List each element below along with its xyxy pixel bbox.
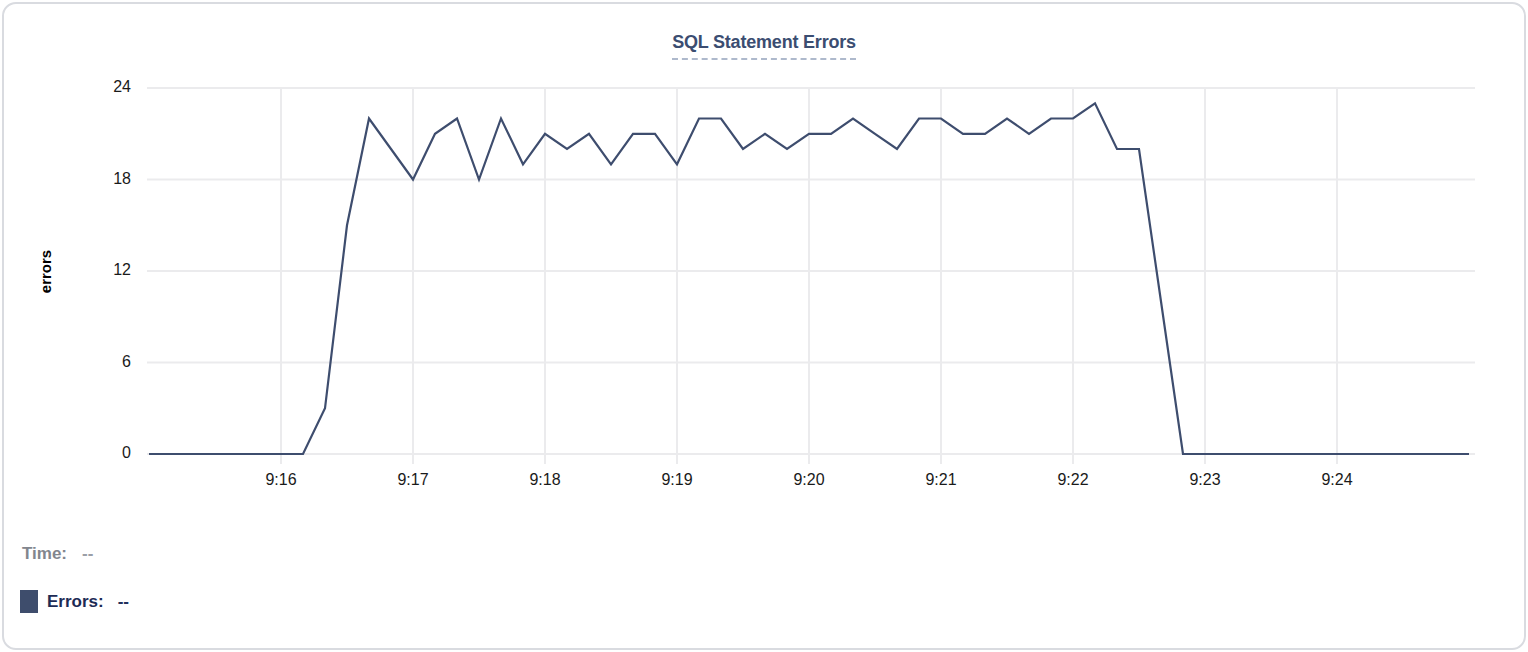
- x-axis-tick-label: 9:21: [901, 471, 981, 489]
- x-axis-tick-label: 9:17: [373, 471, 453, 489]
- errors-legend-row: Errors: --: [20, 590, 129, 613]
- x-axis-tick-label: 9:20: [769, 471, 849, 489]
- errors-readout-value: --: [118, 592, 129, 612]
- y-axis-tick-label: 6: [63, 353, 131, 371]
- x-axis-tick-label: 9:22: [1033, 471, 1113, 489]
- x-axis-tick-label: 9:23: [1165, 471, 1245, 489]
- y-axis-title: errors: [26, 236, 66, 306]
- y-axis-tick-label: 12: [63, 261, 131, 279]
- time-readout-row: Time: --: [22, 544, 93, 564]
- x-axis-tick-label: 9:18: [505, 471, 585, 489]
- errors-readout-label: Errors:: [47, 592, 104, 612]
- x-axis-tick-label: 9:24: [1297, 471, 1377, 489]
- chart-plot-area[interactable]: [147, 88, 1475, 454]
- errors-series-swatch: [20, 590, 38, 613]
- y-axis-tick-label: 0: [63, 444, 131, 462]
- time-readout-label: Time:: [22, 544, 67, 564]
- y-axis-tick-label: 24: [63, 78, 131, 96]
- time-readout-value: --: [82, 544, 93, 564]
- x-axis-tick-label: 9:16: [241, 471, 321, 489]
- x-axis-tick-label: 9:19: [637, 471, 717, 489]
- y-axis-tick-label: 18: [63, 170, 131, 188]
- chart-card: SQL Statement Errors errors 061218249:16…: [2, 2, 1526, 650]
